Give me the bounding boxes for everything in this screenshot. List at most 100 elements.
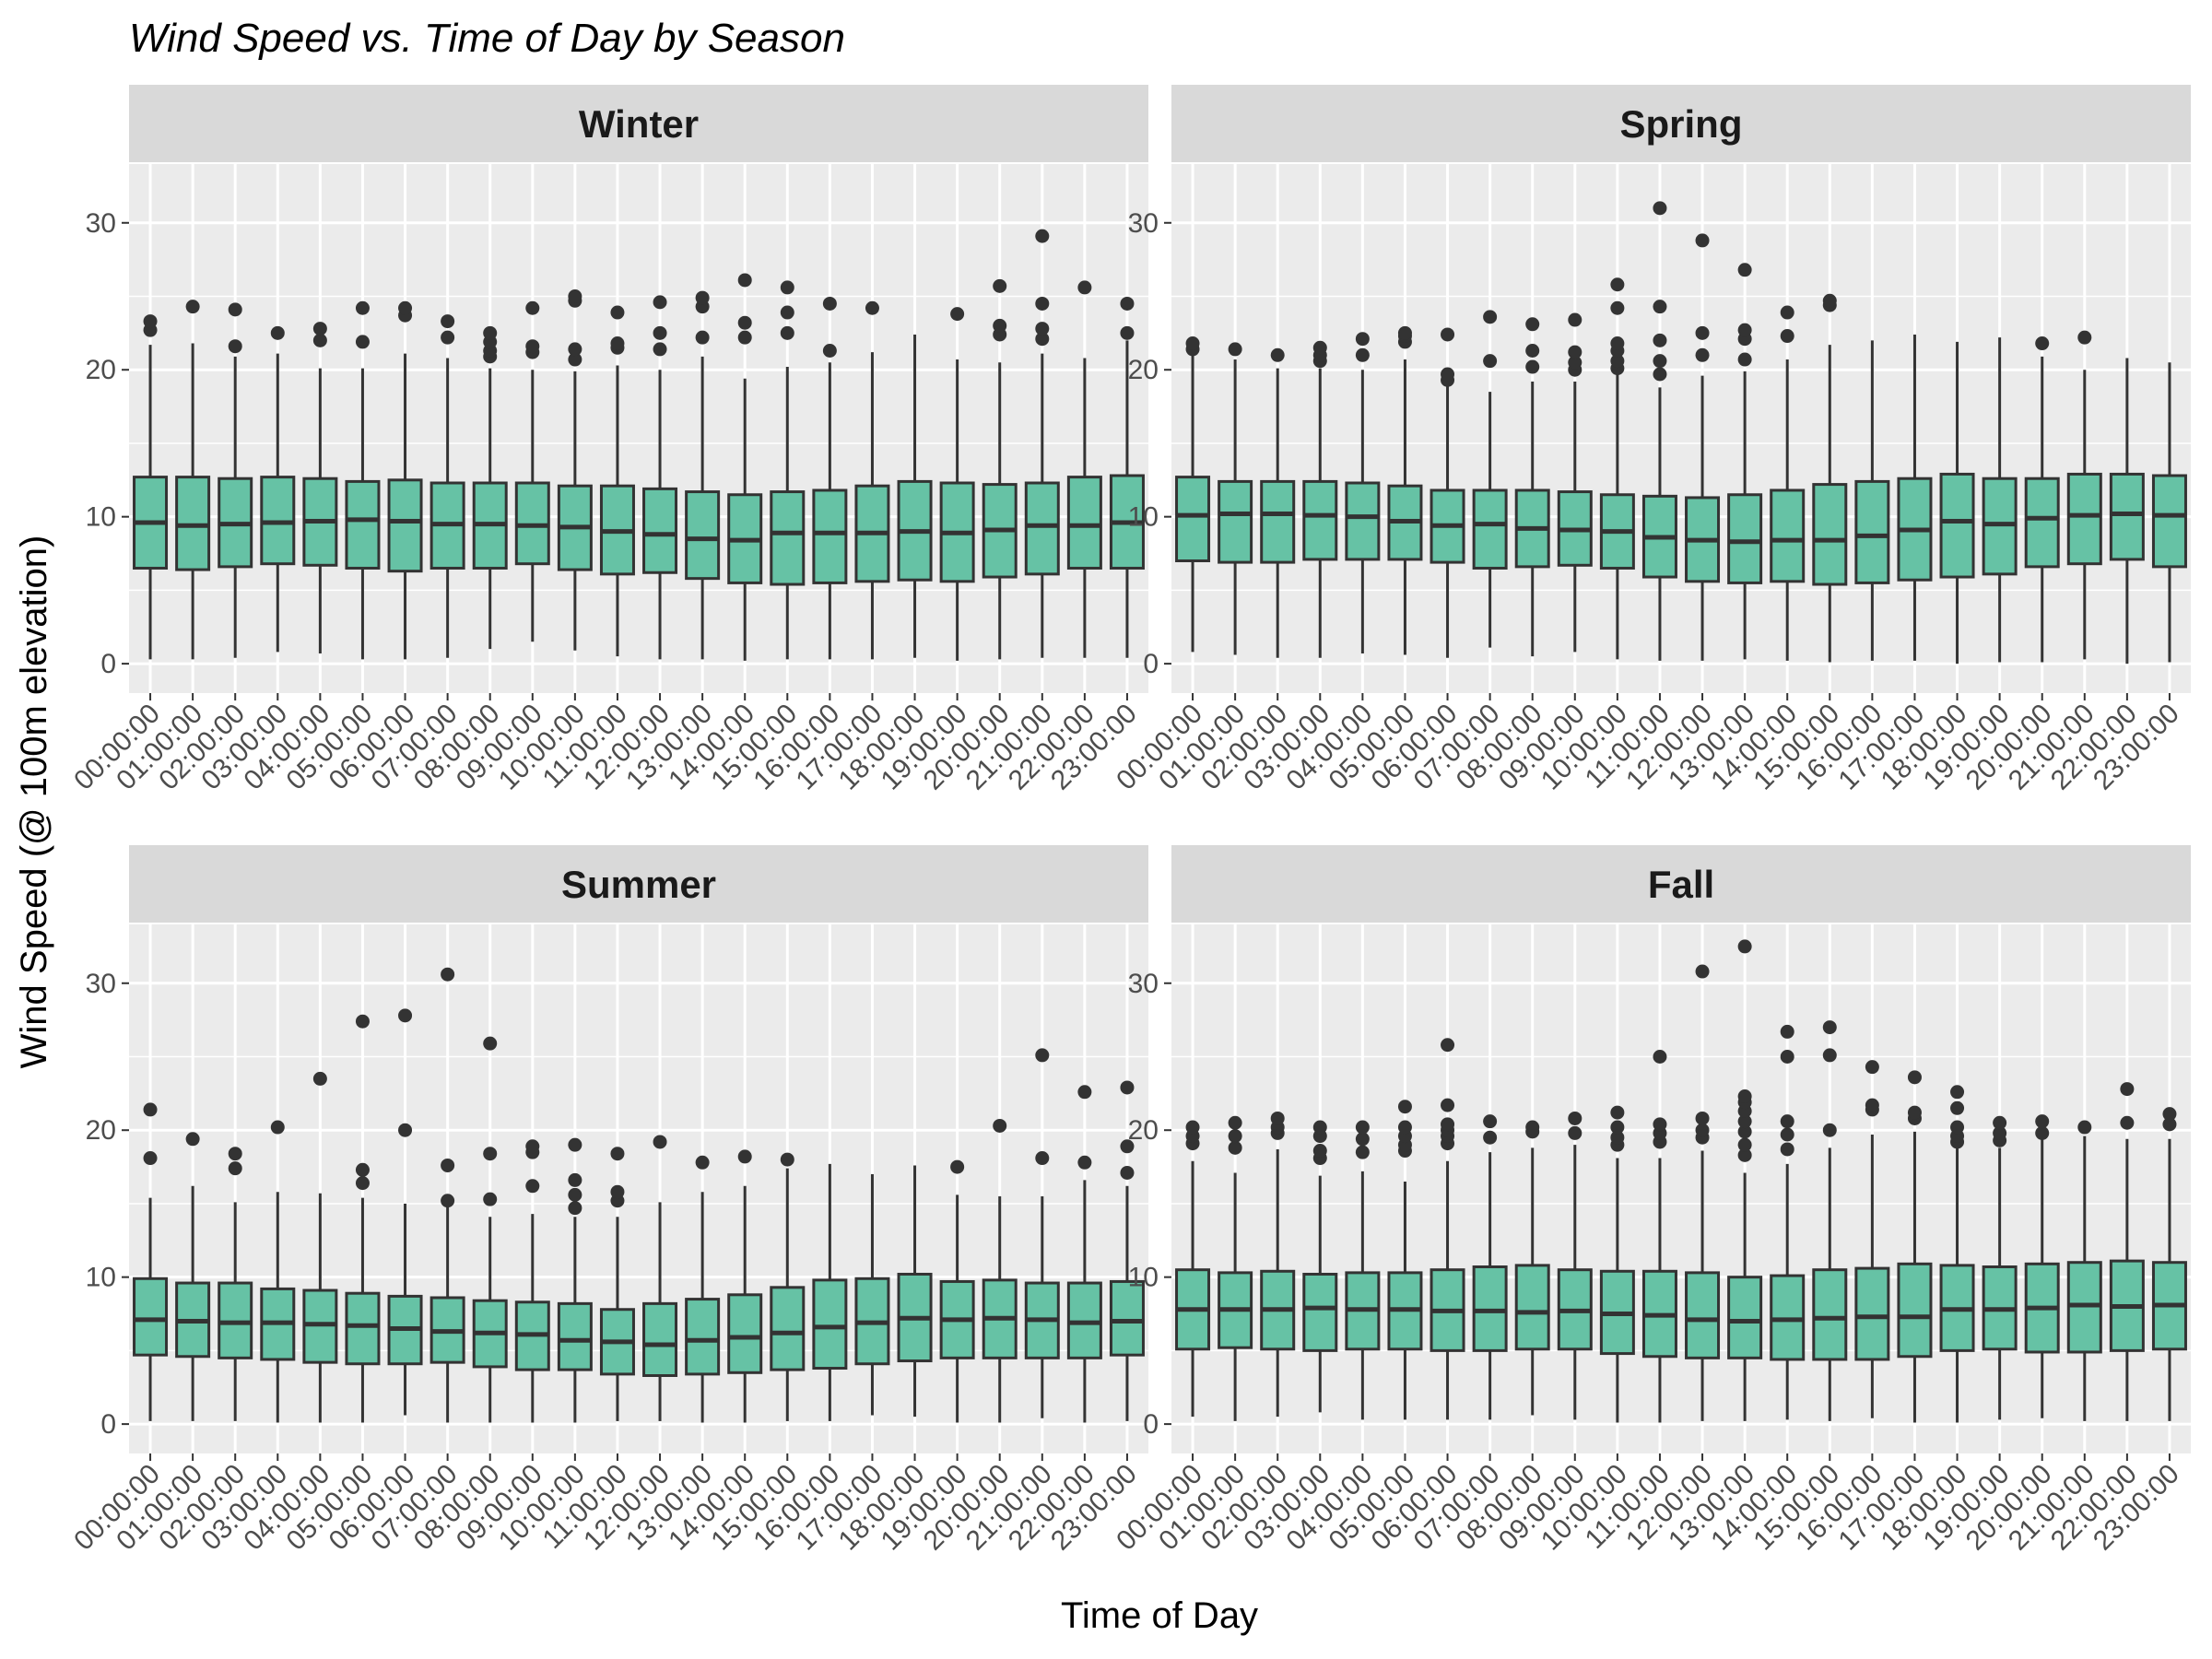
box-fall-14 [1770,1024,1806,1420]
outlier-point [993,278,1007,293]
outlier-point [143,1151,158,1166]
box-iqr [1218,479,1253,564]
box-winter-17 [854,300,890,660]
outlier-point [1822,1048,1837,1063]
outlier-point [1950,1085,1965,1100]
outlier-point [1610,1130,1625,1145]
box-iqr [1727,1276,1763,1359]
outlier-point [1035,1048,1050,1063]
outlier-point [2162,1107,2177,1122]
outlier-point [1610,336,1625,351]
box-iqr [1854,479,1890,584]
y-tick-label: 30 [86,969,116,999]
box-iqr [642,487,678,574]
outlier-point [143,314,158,329]
box-winter-23 [1109,296,1145,658]
box-summer-06 [387,1008,423,1416]
box-winter-20 [982,278,1018,660]
outlier-point [1737,1124,1752,1139]
outlier-point [2077,330,2092,345]
outlier-point [1355,1120,1370,1135]
outlier-point [1525,317,1540,332]
box-summer-22 [1066,1085,1102,1423]
box-iqr [1727,493,1763,584]
outlier-point [568,352,582,367]
box-spring-06 [1430,327,1465,658]
box-fall-08 [1514,1120,1550,1416]
outlier-point [1355,332,1370,347]
outlier-point [483,1036,498,1051]
box-fall-04 [1345,1120,1381,1420]
outlier-point [653,295,667,310]
box-spring-20 [2024,336,2060,663]
outlier-point [1228,1115,1242,1130]
outlier-point [355,1014,370,1029]
outlier-point [568,342,582,357]
outlier-point [1185,336,1200,351]
box-iqr [1345,481,1381,561]
outlier-point [610,305,625,320]
outlier-point [1737,1137,1752,1152]
outlier-point [1120,1165,1135,1180]
panel-background [1171,924,2191,1453]
outlier-point [355,1162,370,1177]
box-iqr [770,1286,806,1371]
outlier-point [1077,280,1092,295]
outlier-point [1035,296,1050,311]
facet-strip [1171,845,2191,923]
outlier-point [737,330,752,345]
y-tick-label: 0 [100,649,116,679]
box-spring-13 [1727,263,1763,660]
outlier-point [1695,1111,1710,1125]
outlier-point [525,339,540,354]
box-winter-16 [812,296,848,660]
outlier-point [1397,1100,1412,1114]
outlier-point [1483,354,1498,369]
box-fall-06 [1430,1038,1465,1420]
box-summer-09 [514,1139,550,1423]
facet-strip [129,85,1148,162]
outlier-point [312,322,327,336]
box-fall-12 [1685,964,1721,1421]
y-tick-label: 20 [1128,1115,1159,1146]
box-winter-14 [727,273,763,661]
box-spring-03 [1302,340,1338,658]
y-tick-label: 0 [100,1409,116,1440]
outlier-point [1653,1050,1667,1064]
y-tick-label: 0 [1143,649,1159,679]
outlier-point [228,339,242,354]
panel-background [1171,164,2191,693]
box-iqr [133,1277,169,1357]
y-tick-label: 20 [86,1115,116,1146]
box-winter-06 [387,300,423,660]
outlier-point [2162,1117,2177,1132]
facet-strip [1171,85,2191,162]
outlier-point [568,1187,582,1202]
outlier-point [950,307,965,322]
outlier-point [2035,1125,2050,1140]
box-summer-10 [557,1137,593,1423]
outlier-point [1441,1117,1455,1132]
outlier-point [737,315,752,330]
outlier-point [1120,1139,1135,1154]
outlier-point [1035,322,1050,336]
outlier-point [1653,201,1667,216]
box-fall-18 [1939,1085,1975,1423]
box-winter-18 [897,334,933,658]
chart-title: Wind Speed vs. Time of Day by Season [129,16,845,61]
outlier-point [568,1201,582,1216]
outlier-point [483,1147,498,1161]
outlier-point [1568,312,1583,327]
outlier-point [1483,310,1498,324]
box-iqr [642,1301,678,1377]
outlier-point [1737,1089,1752,1104]
outlier-point [441,967,455,982]
outlier-point [2120,1082,2135,1097]
outlier-point [1035,229,1050,243]
box-winter-04 [302,322,338,653]
facet-spring: Spring010203000:00:0001:00:0002:00:0003:… [1111,85,2191,796]
box-summer-23 [1109,1080,1145,1421]
outlier-point [1355,347,1370,362]
box-summer-00 [133,1102,169,1421]
